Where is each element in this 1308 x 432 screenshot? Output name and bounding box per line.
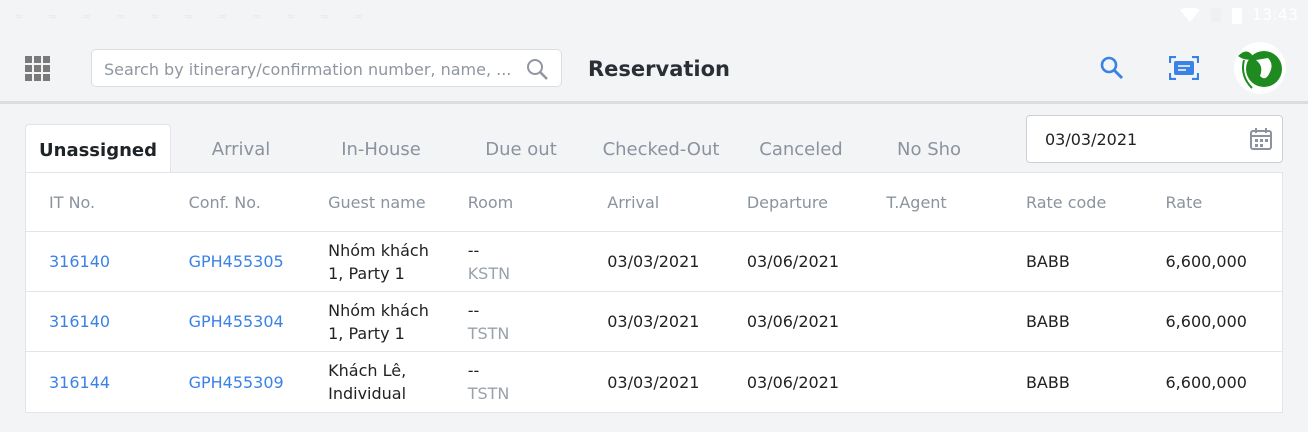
it-number-link[interactable]: 316144 [49, 372, 111, 392]
rate: 6,600,000 [1165, 252, 1247, 271]
tab-due-out[interactable]: Due out [485, 139, 557, 160]
tab-arrival[interactable]: Arrival [211, 139, 271, 160]
globe-logo-icon [1238, 51, 1282, 89]
rate-code: BABB [1025, 312, 1070, 331]
col-conf-no: Conf. No. [188, 192, 261, 212]
col-room: Room [467, 192, 514, 212]
departure-date: 03/06/2021 [746, 252, 840, 271]
notification-icons: ≈ ≈ ≈ ≈ ≈ ≈ ≈ ≈ ≈ ≈ ≈ [14, 10, 364, 23]
it-number-link[interactable]: 316140 [49, 312, 111, 331]
search-icon[interactable] [1099, 55, 1125, 81]
guest-name: Nhóm khách 1, Party 1 [305, 299, 445, 345]
col-it-no: IT No. [49, 192, 96, 212]
guest-name-line2: Individual [328, 384, 407, 403]
col-arrival: Arrival [607, 192, 660, 212]
avatar[interactable] [1234, 42, 1286, 94]
app-header: Search by itinerary/confirmation number,… [0, 34, 1308, 104]
arrival-date: 03/03/2021 [607, 252, 700, 271]
room-number: -- [467, 361, 480, 380]
rate-code: BABB [1025, 372, 1070, 392]
guest-name: Nhóm khách 1, Party 1 [305, 239, 445, 285]
departure-date: 03/06/2021 [746, 372, 840, 392]
col-departure: Departure [746, 192, 828, 212]
arrival-date: 03/03/2021 [607, 312, 700, 331]
col-rate-code: Rate code [1025, 192, 1107, 212]
clock: 13:43 [1251, 5, 1298, 24]
arrival-date: 03/03/2021 [607, 372, 700, 392]
search-input[interactable]: Search by itinerary/confirmation number,… [91, 49, 562, 87]
room-type: TSTN [467, 384, 510, 403]
conf-number-link[interactable]: GPH455304 [188, 312, 284, 331]
calendar-icon[interactable] [1250, 127, 1272, 151]
battery-icon [1231, 7, 1242, 24]
tab-no-show[interactable]: No Sho [897, 139, 961, 160]
col-rate: Rate [1165, 192, 1203, 212]
guest-name-line2: 1, Party 1 [328, 323, 405, 343]
status-bar: ≈ ≈ ≈ ≈ ≈ ≈ ≈ ≈ ≈ ≈ ≈ 13:43 [0, 0, 1308, 34]
table-row[interactable]: 316144 GPH455309 Khách Lê, Individual -- T… [26, 352, 1282, 412]
rate-code: BABB [1025, 252, 1070, 271]
search-icon[interactable] [525, 57, 549, 81]
it-number-link[interactable]: 316140 [49, 252, 111, 271]
room-number: -- [467, 240, 480, 260]
room-type: KSTN [467, 263, 511, 283]
guest-name-line1: Khách Lê, [328, 361, 407, 380]
guest-name: Khách Lê, Individual [305, 359, 445, 405]
guest-name-line2: 1, Party 1 [328, 263, 405, 283]
guest-name-line1: Nhóm khách [328, 240, 429, 260]
rate: 6,600,000 [1165, 312, 1247, 331]
departure-date: 03/06/2021 [746, 312, 840, 331]
room: -- TSTN [445, 359, 585, 405]
room: -- TSTN [445, 299, 585, 345]
wifi-icon [1179, 7, 1200, 22]
room-number: -- [467, 300, 480, 320]
room-type: TSTN [467, 323, 510, 343]
reservation-tabs: Unassigned Arrival In-House Due out Chec… [25, 124, 961, 172]
table-row[interactable]: 316140 GPH455305 Nhóm khách 1, Party 1 --… [26, 232, 1282, 292]
tab-unassigned[interactable]: Unassigned [25, 124, 171, 172]
scan-document-icon[interactable] [1169, 56, 1199, 80]
apps-grid-icon[interactable] [25, 56, 50, 81]
page-title: Reservation [588, 57, 730, 81]
room: -- KSTN [445, 239, 585, 285]
no-sim-icon [1210, 7, 1221, 22]
reservation-table: IT No. Conf. No. Guest name Room Arrival… [25, 172, 1283, 413]
date-value: 03/03/2021 [1045, 130, 1138, 149]
guest-name-line1: Nhóm khách [328, 300, 429, 320]
col-guest-name: Guest name [328, 192, 426, 212]
table-row[interactable]: 316140 GPH455304 Nhóm khách 1, Party 1 --… [26, 292, 1282, 352]
tab-in-house[interactable]: In-House [341, 139, 421, 160]
search-placeholder: Search by itinerary/confirmation number,… [104, 60, 512, 79]
tab-checked-out[interactable]: Checked-Out [602, 139, 720, 160]
date-picker[interactable]: 03/03/2021 [1026, 115, 1283, 163]
table-header: IT No. Conf. No. Guest name Room Arrival… [26, 173, 1282, 232]
tab-canceled[interactable]: Canceled [759, 139, 843, 160]
rate: 6,600,000 [1165, 372, 1247, 392]
conf-number-link[interactable]: GPH455305 [188, 252, 284, 271]
col-t-agent: T.Agent [886, 192, 947, 212]
conf-number-link[interactable]: GPH455309 [188, 372, 284, 392]
